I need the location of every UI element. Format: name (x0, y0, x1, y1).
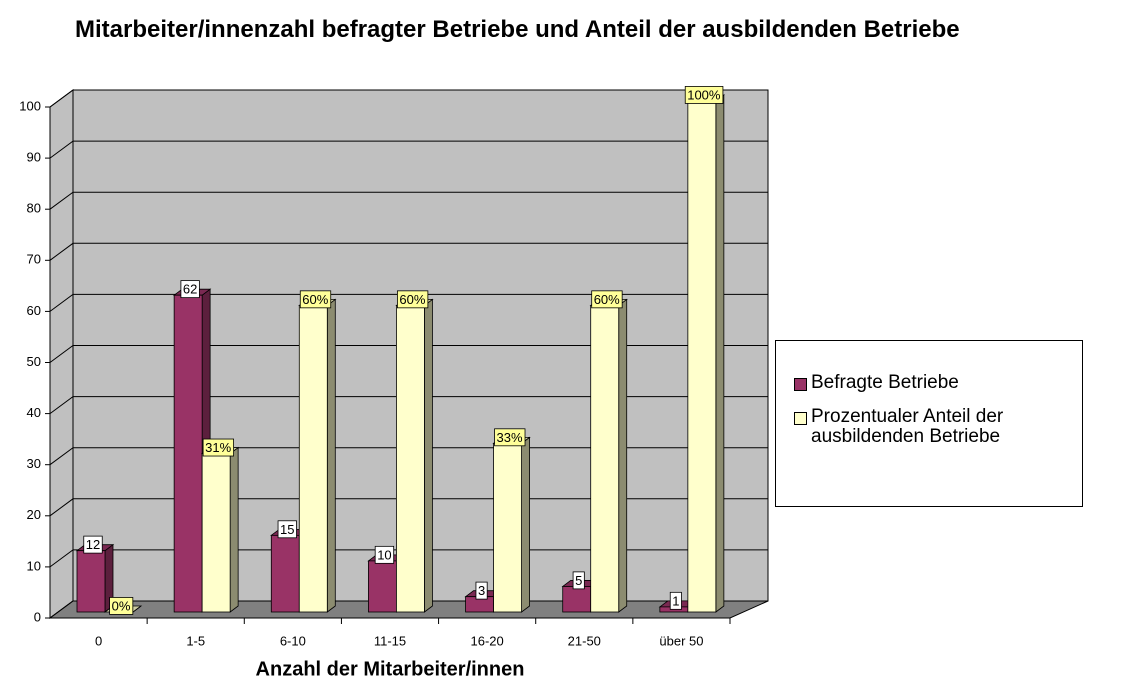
grid-line (49, 140, 768, 159)
y-tick-label: 40 (27, 405, 41, 420)
bar-side (715, 94, 725, 613)
y-tick-label: 0 (34, 609, 41, 624)
data-label: 1 (672, 593, 679, 608)
data-label: 62 (183, 282, 197, 297)
bar-front (687, 100, 717, 613)
y-tick-label: 60 (27, 303, 41, 318)
bar-side (326, 298, 336, 613)
chart-title: Mitarbeiter/innenzahl befragter Betriebe… (75, 16, 960, 43)
legend-label: Befragte Betriebe (811, 372, 959, 393)
bar (492, 436, 531, 613)
data-label: 0% (112, 598, 131, 613)
x-tick-label: 21-50 (568, 633, 601, 648)
y-tick-label: 50 (27, 354, 41, 369)
x-tick-label: 11-15 (374, 633, 406, 648)
data-label: 60% (594, 292, 620, 307)
data-label-box (202, 438, 234, 457)
legend: Befragte Betriebe Prozentualer Anteil der… (775, 340, 1083, 507)
legend-label: Prozentualer Anteil der ausbildenden Bet… (811, 406, 1004, 447)
data-label-box (277, 520, 297, 539)
data-label-box (591, 290, 623, 309)
x-tick-label: 0 (95, 633, 102, 648)
data-label-box (109, 597, 134, 615)
bar-side (424, 298, 433, 613)
legend-item: Befragte Betriebe (794, 373, 1072, 393)
y-tick-label: 10 (27, 558, 41, 573)
data-label-box (374, 545, 395, 564)
y-tick-label: 80 (27, 201, 41, 216)
data-label: 5 (575, 573, 582, 588)
bar (200, 446, 240, 613)
data-label-box (475, 581, 488, 600)
y-tick-label: 100 (19, 98, 41, 113)
data-label: 100% (687, 87, 721, 102)
x-tick-label: 6-10 (280, 633, 306, 648)
bar-front (493, 442, 522, 613)
bar (75, 543, 115, 613)
grid-line (49, 447, 768, 466)
bar (298, 298, 337, 613)
data-label-box (684, 86, 724, 104)
data-label: 10 (377, 547, 391, 562)
grid-line (49, 549, 768, 568)
bar (589, 298, 628, 613)
grid-line (49, 396, 768, 415)
bar-front (590, 304, 620, 613)
data-label-box (180, 280, 200, 299)
bar-front (76, 550, 106, 613)
x-tick-label: 16-20 (471, 633, 504, 648)
grid-line (49, 498, 768, 517)
data-label-box (299, 290, 332, 309)
legend-item: Prozentualer Anteil der ausbildenden Bet… (794, 407, 1072, 447)
data-label: 31% (205, 440, 231, 455)
x-axis-label: Anzahl der Mitarbeiter/innen (256, 658, 525, 680)
data-label-box (83, 535, 103, 554)
bar-front (270, 534, 300, 613)
grid-line (49, 345, 768, 363)
x-tick-label: über 50 (659, 633, 703, 648)
data-label: 60% (399, 292, 425, 307)
legend-swatch (794, 412, 807, 425)
grid-line (49, 293, 768, 312)
data-label-box (494, 428, 526, 447)
bar-front (173, 294, 203, 613)
data-label: 60% (302, 292, 328, 307)
grid-line (49, 242, 768, 261)
data-label: 3 (478, 583, 485, 598)
y-tick-label: 30 (27, 456, 41, 471)
data-label: 15 (280, 522, 294, 537)
bar (395, 298, 434, 613)
data-label-box (572, 571, 585, 590)
y-tick-label: 90 (27, 150, 41, 165)
data-label-box (669, 591, 682, 610)
y-tick-label: 20 (27, 507, 41, 522)
grid-line (49, 600, 768, 619)
grid-line (49, 89, 768, 108)
bar-front (298, 304, 328, 613)
bar-side (618, 298, 628, 613)
bar-front (562, 586, 592, 613)
bar-front (396, 304, 425, 613)
legend-swatch (794, 378, 807, 391)
data-label-box (397, 290, 429, 309)
bar (686, 94, 726, 613)
data-label: 12 (86, 537, 100, 552)
data-label: 33% (497, 430, 523, 445)
grid-line (49, 191, 768, 210)
x-tick-label: 1-5 (186, 633, 205, 648)
y-tick-label: 70 (27, 252, 41, 267)
bar-front (368, 560, 397, 613)
bar-side (521, 436, 530, 613)
bar-front (201, 453, 231, 613)
bar-side (229, 446, 239, 613)
